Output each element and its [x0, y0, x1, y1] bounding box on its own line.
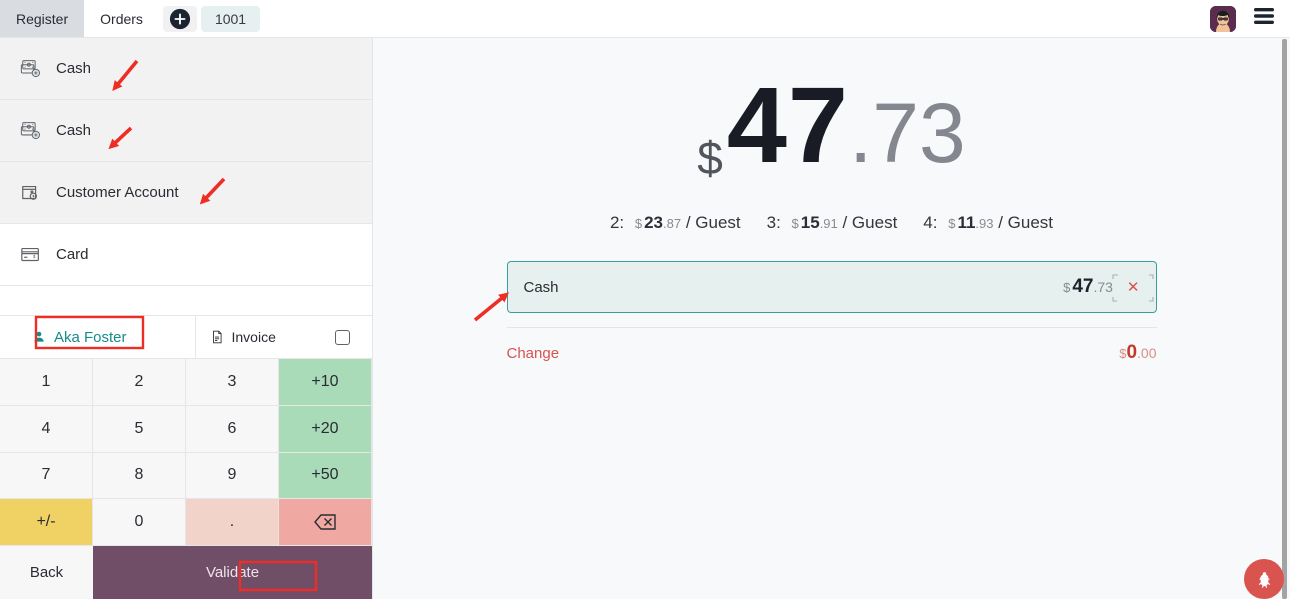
svg-text:$: $ [33, 254, 36, 259]
